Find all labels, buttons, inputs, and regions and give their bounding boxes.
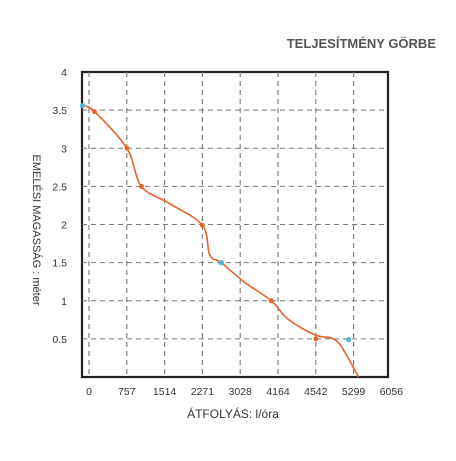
y-axis-label: EMELÉSI MAGASSÁG : méter	[30, 155, 43, 306]
data-point	[124, 145, 130, 151]
series-line	[82, 104, 360, 378]
y-tick-label: 0.5	[52, 334, 67, 346]
series-markers	[79, 102, 352, 343]
y-tick-label: 1.5	[52, 258, 67, 270]
x-tick-label: 5299	[342, 386, 366, 398]
x-tick-label: 0	[86, 386, 92, 398]
x-tick-label: 4164	[266, 386, 290, 398]
x-tick-labels: 0 757 1514 2271 3028 4164 4542 5299 6056	[86, 386, 403, 398]
chart-title: TELJESÍTMÉNY GÖRBE	[287, 36, 437, 51]
x-tick-label: 6056	[380, 386, 404, 398]
data-point	[200, 222, 205, 228]
x-tick-label: 1514	[153, 386, 177, 398]
y-tick-label: 3	[61, 143, 67, 155]
highlight-point	[79, 102, 86, 109]
y-tick-label: 1	[61, 296, 67, 308]
x-tick-label: 757	[118, 386, 136, 398]
data-point	[313, 336, 319, 342]
y-tick-label: 2	[61, 220, 67, 232]
y-tick-label: 3.5	[52, 105, 67, 117]
y-tick-label: 4	[61, 67, 67, 79]
y-tick-label: 2.5	[52, 181, 67, 193]
x-axis-label: ÁTFOLYÁS: l/óra	[187, 406, 279, 421]
x-tick-label: 2271	[191, 386, 215, 398]
y-tick-labels: 0.5 1 1.5 2 2.5 3 3.5 4	[52, 67, 67, 346]
highlight-point	[218, 260, 224, 266]
highlight-point	[346, 337, 352, 343]
x-tick-label: 4542	[304, 386, 328, 398]
data-point	[92, 109, 97, 115]
grid-lines	[82, 72, 388, 377]
data-point	[139, 183, 144, 189]
x-tick-label: 3028	[229, 386, 253, 398]
data-point	[268, 298, 274, 304]
